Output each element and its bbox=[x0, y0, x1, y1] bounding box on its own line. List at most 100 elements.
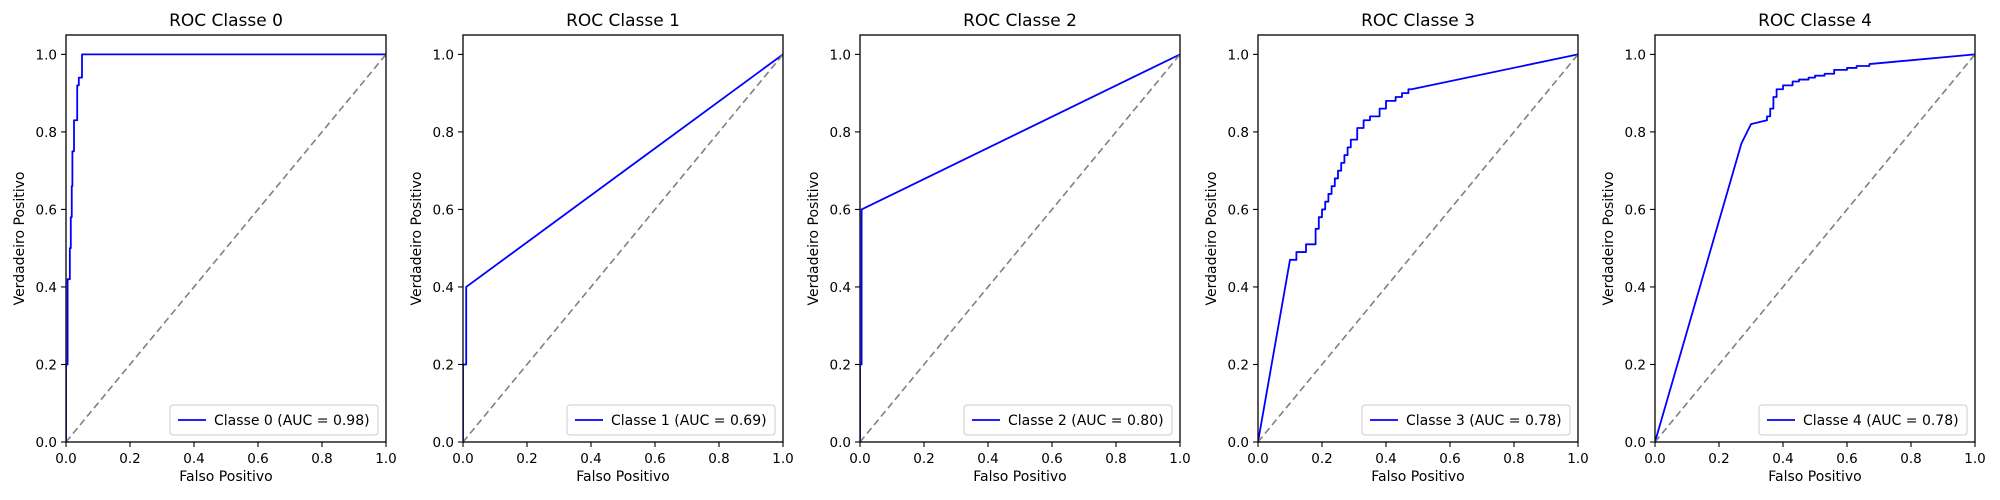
y-tick-label: 0.2 bbox=[433, 357, 454, 373]
x-tick-label: 0.4 bbox=[1375, 451, 1396, 467]
y-tick-label: 0.8 bbox=[830, 125, 851, 141]
series-group bbox=[463, 53, 783, 442]
legend-frame bbox=[566, 404, 776, 436]
x-tick-label: 0.8 bbox=[1900, 451, 1921, 467]
y-tick-label: 0.6 bbox=[1228, 202, 1249, 218]
x-tick-label: 0.0 bbox=[1644, 451, 1665, 467]
y-tick-label: 1.0 bbox=[36, 47, 57, 63]
series-group bbox=[860, 53, 1180, 442]
roc-panel-1: 0.0 0.2 0.4 0.6 0.8 1.0 0.0 0.2 0.4 0.6 0.8 1.0 ROC … bbox=[409, 11, 794, 485]
y-tick-label: 0.2 bbox=[830, 357, 851, 373]
y-tick-label: 1.0 bbox=[1625, 47, 1646, 63]
y-tick-label: 1.0 bbox=[433, 47, 454, 63]
y-tick-label: 0.8 bbox=[1228, 125, 1249, 141]
x-tick-label: 0.4 bbox=[183, 451, 204, 467]
y-axis-label: Verdadeiro Positivo bbox=[806, 172, 822, 306]
x-axis-label: Falso Positivo bbox=[1768, 469, 1861, 485]
legend-frame bbox=[963, 404, 1173, 436]
x-tick-label: 0.2 bbox=[1708, 451, 1729, 467]
x-tick-label: 0.0 bbox=[55, 451, 76, 467]
legend: Classe 2 (AUC = 0.80) bbox=[963, 404, 1173, 436]
x-tick-label: 1.0 bbox=[1169, 451, 1190, 467]
plot-frame bbox=[65, 34, 387, 443]
legend: Classe 0 (AUC = 0.98) bbox=[169, 404, 379, 436]
y-tick-label: 0.4 bbox=[830, 280, 851, 296]
y-tick-label: 0.0 bbox=[1228, 435, 1249, 451]
x-tick-label: 0.4 bbox=[580, 451, 601, 467]
x-tick-label: 0.8 bbox=[1105, 451, 1126, 467]
y-tick-label: 0.8 bbox=[1625, 125, 1646, 141]
chance-diagonal-line bbox=[860, 53, 1180, 442]
y-axis-label: Verdadeiro Positivo bbox=[409, 172, 425, 306]
legend-label: Classe 4 (AUC = 0.78) bbox=[1803, 413, 1959, 429]
x-tick-label: 1.0 bbox=[772, 451, 793, 467]
chart-title: ROC Classe 2 bbox=[963, 11, 1077, 31]
y-tick-label: 0.6 bbox=[830, 202, 851, 218]
y-axis-label: Verdadeiro Positivo bbox=[12, 172, 28, 306]
x-tick-label: 0.6 bbox=[1439, 451, 1460, 467]
y-tick-label: 0.4 bbox=[433, 280, 454, 296]
chance-diagonal-line bbox=[1258, 53, 1578, 442]
plot-frame bbox=[859, 34, 1181, 443]
x-tick-label: 0.8 bbox=[1503, 451, 1524, 467]
roc-curve-line bbox=[66, 53, 386, 442]
legend: Classe 3 (AUC = 0.78) bbox=[1361, 404, 1571, 436]
roc-panel-0: 0.0 0.2 0.4 0.6 0.8 1.0 0.0 0.2 0.4 0.6 0.8 1.0 ROC … bbox=[12, 11, 397, 485]
y-tick-label: 0.4 bbox=[1625, 280, 1646, 296]
x-axis-label: Falso Positivo bbox=[1371, 469, 1464, 485]
series-group bbox=[66, 53, 386, 442]
y-tick-label: 0.0 bbox=[1625, 435, 1646, 451]
y-tick-label: 0.8 bbox=[433, 125, 454, 141]
y-tick-label: 0.4 bbox=[36, 280, 57, 296]
y-tick-label: 0.6 bbox=[433, 202, 454, 218]
roc-panel-3: 0.0 0.2 0.4 0.6 0.8 1.0 0.0 0.2 0.4 0.6 0.8 1.0 ROC … bbox=[1204, 11, 1589, 485]
y-tick-label: 1.0 bbox=[830, 47, 851, 63]
y-tick-label: 0.8 bbox=[36, 125, 57, 141]
chart-title: ROC Classe 1 bbox=[566, 11, 680, 31]
chart-title: ROC Classe 4 bbox=[1758, 11, 1872, 31]
chance-diagonal-line bbox=[463, 53, 783, 442]
roc-curve-line bbox=[463, 53, 783, 442]
x-tick-label: 0.8 bbox=[311, 451, 332, 467]
y-tick-label: 0.6 bbox=[1625, 202, 1646, 218]
legend-frame bbox=[169, 404, 379, 436]
x-tick-label: 0.2 bbox=[516, 451, 537, 467]
x-tick-label: 0.0 bbox=[849, 451, 870, 467]
chart-title: ROC Classe 3 bbox=[1361, 11, 1475, 31]
y-tick-label: 0.2 bbox=[36, 357, 57, 373]
roc-panel-2: 0.0 0.2 0.4 0.6 0.8 1.0 0.0 0.2 0.4 0.6 0.8 1.0 ROC … bbox=[806, 11, 1191, 485]
plot-frame bbox=[462, 34, 784, 443]
y-tick-label: 0.2 bbox=[1625, 357, 1646, 373]
y-axis-label: Verdadeiro Positivo bbox=[1601, 172, 1617, 306]
x-tick-label: 0.6 bbox=[644, 451, 665, 467]
x-tick-label: 0.8 bbox=[708, 451, 729, 467]
y-tick-label: 0.0 bbox=[433, 435, 454, 451]
y-axis-label: Verdadeiro Positivo bbox=[1204, 172, 1220, 306]
x-tick-label: 0.0 bbox=[452, 451, 473, 467]
series-group bbox=[1655, 53, 1975, 442]
legend-label: Classe 1 (AUC = 0.69) bbox=[611, 413, 767, 429]
x-tick-label: 1.0 bbox=[1567, 451, 1588, 467]
x-tick-label: 0.4 bbox=[1772, 451, 1793, 467]
y-tick-label: 0.4 bbox=[1228, 280, 1249, 296]
x-tick-label: 0.6 bbox=[1836, 451, 1857, 467]
series-group bbox=[1258, 53, 1578, 442]
chance-diagonal-line bbox=[1655, 53, 1975, 442]
x-axis-label: Falso Positivo bbox=[973, 469, 1066, 485]
legend: Classe 1 (AUC = 0.69) bbox=[566, 404, 776, 436]
y-tick-label: 0.0 bbox=[36, 435, 57, 451]
x-tick-label: 1.0 bbox=[1964, 451, 1985, 467]
x-axis-label: Falso Positivo bbox=[576, 469, 669, 485]
legend: Classe 4 (AUC = 0.78) bbox=[1758, 404, 1968, 436]
x-tick-label: 0.6 bbox=[1041, 451, 1062, 467]
x-tick-label: 0.2 bbox=[119, 451, 140, 467]
y-tick-label: 0.0 bbox=[830, 435, 851, 451]
roc-curve-line bbox=[1258, 53, 1578, 442]
x-tick-label: 0.4 bbox=[977, 451, 998, 467]
plot-frame bbox=[1654, 34, 1976, 443]
legend-label: Classe 0 (AUC = 0.98) bbox=[214, 413, 370, 429]
x-tick-label: 0.2 bbox=[1311, 451, 1332, 467]
roc-curve-line bbox=[1655, 53, 1975, 442]
legend-label: Classe 2 (AUC = 0.80) bbox=[1008, 413, 1164, 429]
